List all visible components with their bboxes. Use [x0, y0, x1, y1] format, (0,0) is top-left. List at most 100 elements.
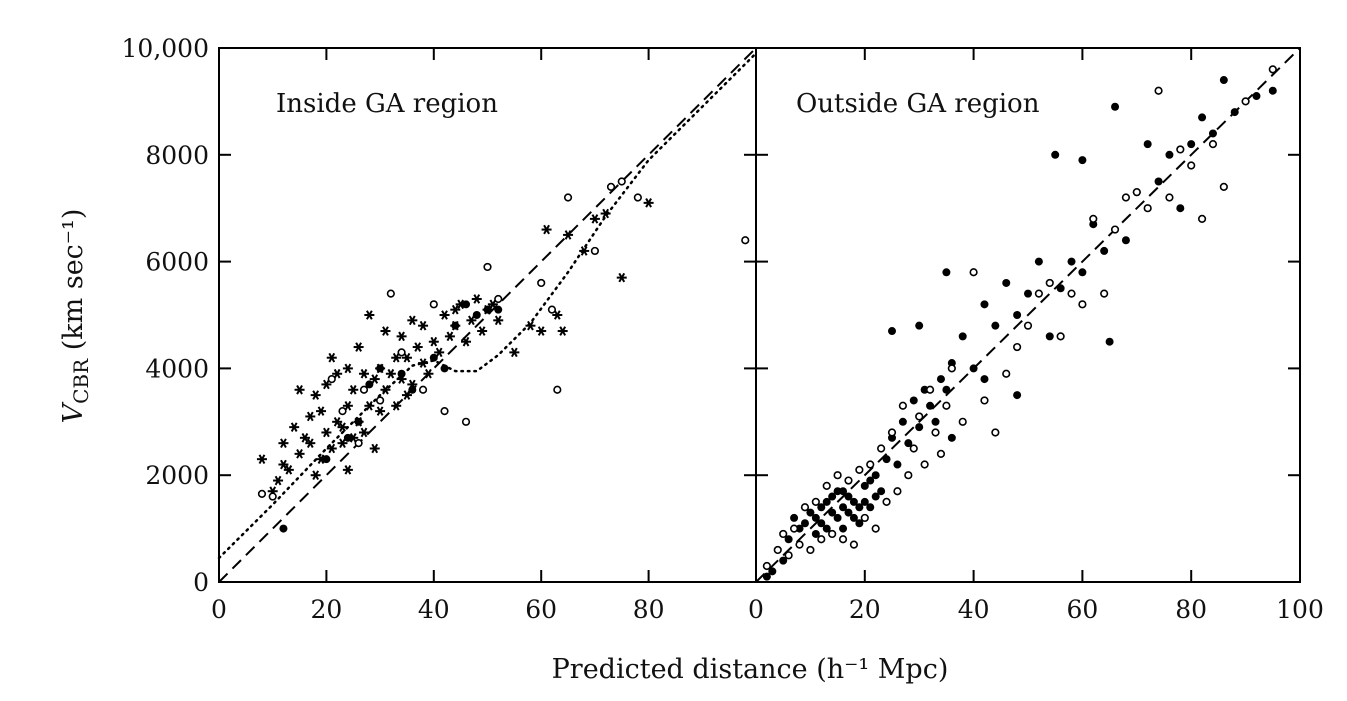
filled-circle-point: [440, 364, 449, 373]
y-axis-title-units: (km sec⁻¹): [58, 209, 89, 359]
open-circle-point: [327, 374, 336, 384]
open-circle-point: [1089, 214, 1098, 223]
filled-circle-point: [936, 375, 945, 384]
filled-circle-point: [926, 401, 935, 410]
open-circle-point: [860, 513, 869, 523]
open-circle-point: [1002, 369, 1011, 378]
asterisk-point: [384, 368, 397, 380]
filled-circle-point: [429, 353, 438, 362]
asterisk-point: [492, 315, 505, 326]
open-circle-point: [991, 428, 1000, 437]
open-circle-point: [1045, 278, 1054, 288]
asterisk-point: [288, 421, 301, 433]
y-tick-label: 4000: [145, 354, 209, 383]
filled-circle-point: [483, 305, 492, 314]
open-circle-point: [553, 385, 562, 394]
open-circle-point: [563, 193, 573, 202]
filled-circle-point: [947, 433, 956, 442]
filled-circle-point: [365, 380, 374, 389]
y-tick-label: 0: [193, 568, 209, 597]
filled-circle-point: [408, 385, 417, 394]
asterisk-point: [476, 325, 489, 337]
open-circle-point: [338, 407, 347, 416]
filled-circle-point: [839, 503, 848, 512]
open-circle-point: [440, 407, 449, 416]
open-circle-point: [828, 529, 837, 539]
open-circle-point: [915, 412, 924, 421]
y-axis-title-main: V: [58, 401, 89, 423]
asterisk-point: [417, 357, 430, 369]
filled-circle-point: [1143, 140, 1152, 149]
open-circle-point: [1165, 193, 1174, 202]
open-circle-point: [483, 262, 492, 272]
x-tick-label: 40: [418, 595, 450, 624]
filled-circle-point: [833, 513, 842, 522]
filled-circle-point: [1051, 150, 1060, 159]
open-circle-point: [898, 401, 907, 410]
open-circle-point: [855, 465, 864, 474]
open-circle-point: [849, 540, 859, 549]
y-axis-title-subscript: CBR: [69, 358, 93, 404]
y-tick-label: 2000: [145, 461, 209, 490]
open-circle-point: [547, 305, 557, 314]
filled-circle-point: [1165, 150, 1174, 159]
panel-label-outside: Outside GA region: [796, 89, 1040, 119]
open-circle-point: [354, 439, 363, 448]
panel-inside-ga: Inside GA region 0 2000 4000 6000 8000 10,000…: [122, 34, 758, 624]
filled-circle-point: [849, 497, 858, 506]
x-tick-label: 40: [958, 595, 990, 624]
filled-circle-point: [969, 364, 978, 373]
open-circle-point: [795, 540, 804, 549]
filled-circle-point: [472, 311, 481, 319]
open-circle-point: [833, 471, 842, 480]
filled-circle-point: [980, 375, 989, 384]
filled-circle-point: [909, 396, 918, 405]
filled-circle-point: [322, 455, 331, 464]
open-circle-point: [257, 489, 267, 498]
open-circle-point: [1100, 289, 1109, 298]
open-circle-point: [1208, 140, 1218, 149]
filled-circle-point: [397, 369, 406, 378]
x-tick-label: 80: [633, 595, 665, 624]
asterisk-point: [357, 427, 370, 438]
filled-circle-point: [1154, 177, 1163, 186]
asterisk-point: [599, 208, 612, 219]
open-circle-point: [762, 561, 771, 571]
filled-circle-point: [822, 524, 831, 533]
asterisk-point: [255, 453, 268, 465]
filled-circle-point: [844, 508, 853, 517]
open-circle-point: [1121, 193, 1131, 202]
open-circle-point: [1154, 86, 1163, 95]
filled-circle-point: [1056, 284, 1065, 293]
filled-circle-point: [343, 433, 352, 442]
asterisk-point: [363, 309, 376, 321]
open-circle-point: [1067, 289, 1076, 298]
open-circle-point: [741, 236, 750, 245]
filled-circle-point: [882, 455, 891, 464]
open-circle-point: [268, 492, 277, 501]
open-circle-point: [779, 529, 788, 539]
asterisk-point: [379, 325, 392, 337]
open-circle-point: [1034, 289, 1043, 298]
open-circle-point: [866, 460, 875, 469]
open-circle-point: [784, 551, 793, 560]
y-tick-label: 6000: [145, 248, 209, 277]
filled-circle-point: [768, 567, 777, 576]
filled-circle-point: [494, 305, 503, 314]
asterisk-point: [470, 293, 483, 305]
filled-circle-point: [893, 460, 902, 469]
open-circle-point: [925, 385, 935, 394]
panel-outside-ga: Outside GA region 0 20 40 60 80 100: [748, 47, 1324, 624]
asterisk-point: [615, 272, 628, 283]
asterisk-point: [642, 197, 655, 209]
left-plot-frame: [218, 47, 757, 583]
filled-circle-point: [1024, 289, 1032, 298]
asterisk-point: [443, 331, 456, 342]
open-circle-point: [806, 545, 815, 555]
asterisk-point: [374, 405, 387, 417]
filled-circle-point: [811, 513, 820, 522]
dashed-reference-line: [755, 47, 1301, 583]
asterisk-point: [341, 363, 354, 374]
filled-circle-point: [1268, 86, 1277, 95]
